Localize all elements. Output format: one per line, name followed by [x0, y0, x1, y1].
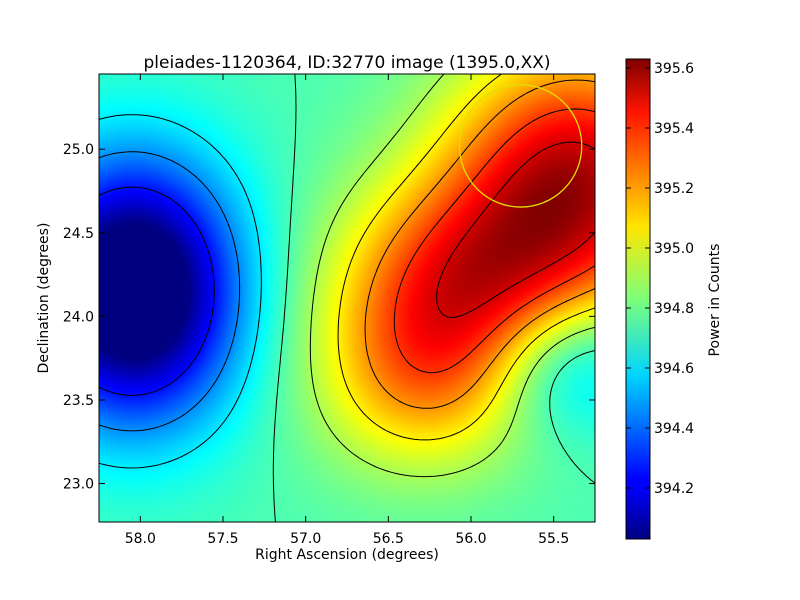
- contour-level-8: [436, 141, 595, 318]
- contour-level-6: [364, 79, 595, 409]
- colorbar-label: Power in Counts: [707, 244, 723, 357]
- colorbar: 394.2 394.4 394.6 394.8 395.0 395.2 395.4 395.6…: [625, 58, 723, 540]
- contour-level-5: [337, 74, 595, 441]
- plot-frame: [98, 73, 596, 523]
- x-axis: 58.0 57.5 57.0 56.5 56.0 55.5: [125, 74, 569, 547]
- x-tick-label-2: 57.0: [290, 531, 321, 547]
- colorbar-tick-label-3: 394.8: [654, 301, 694, 317]
- colorbar-tick-label-1: 394.4: [654, 421, 694, 437]
- colorbar-tick-label-6: 395.4: [654, 121, 694, 137]
- colorbar-tick-label-0: 394.2: [654, 481, 694, 497]
- y-tick-label-4: 25.0: [63, 142, 94, 158]
- plot-area: [98, 73, 596, 523]
- contour-level-4: [309, 74, 595, 478]
- colorbar-tick-label-5: 395.2: [654, 181, 694, 197]
- y-tick-label-3: 24.5: [63, 226, 94, 242]
- colorbar-frame: [625, 58, 651, 540]
- source-circle: [458, 84, 583, 208]
- contour-level-2: [99, 114, 262, 469]
- colorbar-tick-label-4: 395.0: [654, 241, 694, 257]
- contour-level-3: [272, 74, 595, 522]
- x-tick-label-0: 58.0: [125, 531, 156, 547]
- heatmap-image: [99, 74, 595, 522]
- y-tick-label-1: 23.5: [63, 393, 94, 409]
- x-tick-label-5: 55.5: [538, 531, 569, 547]
- x-tick-label-3: 56.5: [373, 531, 404, 547]
- y-axis: 23.0 23.5 24.0 24.5 25.0: [63, 142, 595, 493]
- colorbar-ticks: 394.2 394.4 394.6 394.8 395.0 395.2 395.4 395.6: [626, 61, 694, 497]
- chart-title: pleiades-1120364, ID:32770 image (1395.0…: [144, 53, 551, 73]
- contour-level-7: [393, 108, 595, 374]
- colorbar-tick-label-2: 394.6: [654, 361, 694, 377]
- x-tick-label-4: 56.0: [455, 531, 486, 547]
- y-axis-label: Declination (degrees): [36, 223, 52, 374]
- contour-level-0: [99, 186, 215, 396]
- contour-level-1: [99, 151, 241, 432]
- colorbar-tick-label-7: 395.6: [654, 61, 694, 77]
- y-tick-label-0: 23.0: [63, 477, 94, 493]
- contour-lines: [99, 74, 595, 522]
- colorbar-gradient: [626, 59, 650, 539]
- x-axis-label: Right Ascension (degrees): [255, 547, 439, 563]
- x-tick-label-1: 57.5: [207, 531, 238, 547]
- y-tick-label-2: 24.0: [63, 309, 94, 325]
